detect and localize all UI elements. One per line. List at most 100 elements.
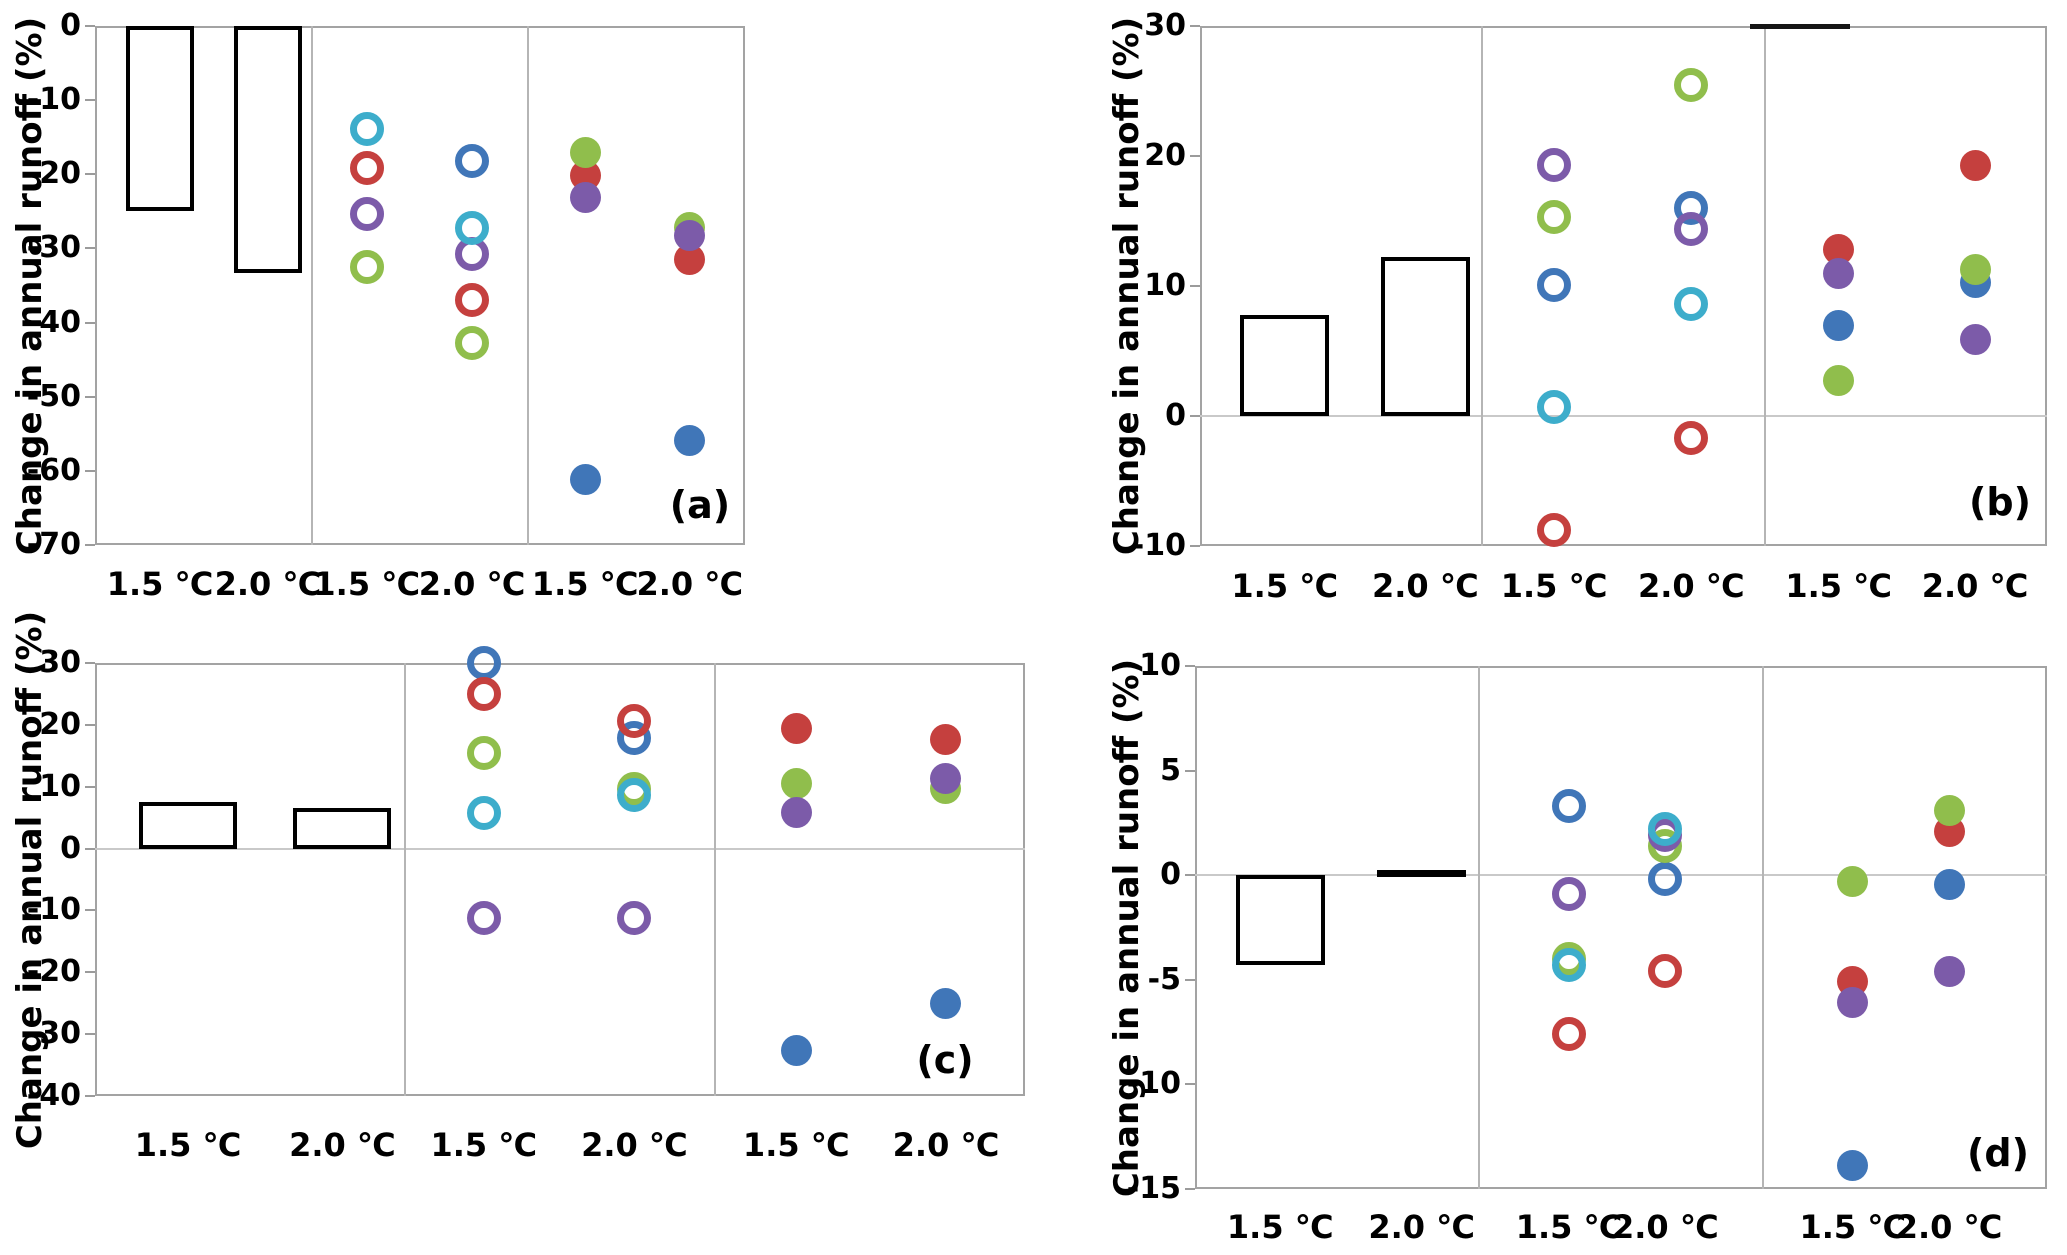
panel-c-bar-2.0 ℃ (293, 808, 392, 849)
panel-a-ytick-mark (85, 321, 95, 324)
panel-c-marker-filled-purple (930, 763, 962, 795)
panel-b-marker-filled-red (1959, 149, 1991, 181)
panel-c-xtick-label: 1.5 ℃ (742, 1126, 850, 1164)
panel-b-marker-filled-purple (1959, 323, 1991, 355)
panel-c-marker-filled-blue (780, 1035, 812, 1067)
panel-a-ytick-mark (85, 99, 95, 102)
panel-c-marker-filled-green (780, 767, 812, 799)
panel-a-ytick-label: -30 (26, 230, 81, 266)
panel-d-y-axis-title: Change in annual runoff (%) (1107, 658, 1147, 1197)
panel-b-marker-open-green (1674, 67, 1709, 102)
panel-a-xtick-label: 2.0 ℃ (214, 565, 322, 603)
panel-a-marker-open-green (349, 249, 384, 284)
panel-a-section-divider (527, 26, 530, 545)
panel-d-ytick-label: -5 (1147, 961, 1181, 997)
panel-c-section-divider (714, 663, 716, 1096)
panel-d-marker-open-cyan (1648, 812, 1683, 847)
panel-b-ytick-mark (1190, 415, 1200, 417)
panel-d-ytick-mark (1185, 1188, 1195, 1190)
panel-a-marker-filled-green (569, 137, 601, 169)
panel-d-marker-open-blue (1648, 862, 1683, 897)
panel-d-zero-gridline (1195, 874, 2047, 877)
panel-d-plot-area (1195, 666, 2047, 1189)
panel-b-marker-open-blue (1537, 267, 1572, 302)
panel-a-plot-area (95, 26, 745, 545)
panel-b-marker-filled-purple (1823, 257, 1855, 289)
panel-c-marker-open-purple (617, 901, 652, 936)
panel-c-section-divider (404, 663, 406, 1096)
panel-a-marker-open-purple (349, 196, 384, 231)
panel-d-marker-open-red (1648, 954, 1683, 989)
panel-c-marker-filled-blue (930, 987, 962, 1019)
panel-c-marker-open-red (617, 704, 652, 739)
panel-c-marker-open-cyan (466, 796, 501, 831)
panel-b-marker-filled-blue (1823, 309, 1855, 341)
panel-c-ytick-mark (85, 723, 95, 726)
panel-c-marker-open-green (466, 736, 501, 771)
panel-b-section-divider (1763, 26, 1766, 546)
panel-d-bar-2.0 ℃ (1377, 870, 1467, 878)
panel-d-xtick-label: 2.0 ℃ (1368, 1208, 1475, 1246)
panel-a-marker-filled-purple (674, 220, 706, 252)
panel-c-ytick-mark (85, 662, 95, 664)
panel-a-section-divider (310, 26, 313, 545)
panel-b-marker-open-purple (1674, 211, 1709, 246)
panel-b-ytick-mark (1190, 155, 1200, 157)
panel-c-xtick-label: 2.0 ℃ (289, 1126, 396, 1164)
panel-a-marker-open-cyan (455, 211, 489, 246)
panel-a-ytick-label: -50 (26, 378, 81, 414)
panel-c-bar-1.5 ℃ (139, 801, 237, 849)
panel-d-ytick-mark (1185, 978, 1195, 981)
panel-a-ytick-mark (85, 544, 95, 546)
panel-a-marker-filled-blue (674, 424, 706, 456)
panel-d-section-divider (1478, 666, 1480, 1189)
panel-d-letter-label: (d) (1967, 1131, 2029, 1175)
panel-c-ytick-label: -10 (26, 892, 81, 928)
panel-b-xtick-label: 1.5 ℃ (1500, 567, 1608, 605)
panel-c-ytick-mark (85, 971, 95, 974)
panel-a-ytick-label: -10 (26, 82, 81, 118)
panel-c-ytick-mark (85, 1095, 95, 1097)
panel-b-ytick-label: 20 (1144, 138, 1186, 173)
panel-d-xtick-label: 1.5 ℃ (1226, 1208, 1334, 1246)
panel-a-y-axis-title: Change in annual runoff (%) (10, 16, 50, 555)
panel-b-ytick-label: 0 (1165, 398, 1186, 433)
panel-c-marker-open-red (466, 676, 501, 711)
panel-b-zero-gridline (1200, 415, 2047, 417)
panel-d-marker-filled-green (1837, 865, 1869, 897)
panel-c-xtick-label: 1.5 ℃ (134, 1126, 242, 1164)
panel-d-marker-filled-blue (1837, 1150, 1869, 1182)
panel-b-xtick-label: 2.0 ℃ (1921, 567, 2029, 605)
panel-c-ytick-mark (85, 1033, 95, 1036)
panel-b-xtick-label: 1.5 ℃ (1231, 567, 1338, 605)
panel-d-ytick-mark (1185, 874, 1195, 877)
panel-c-marker-filled-purple (780, 797, 812, 829)
panel-c-marker-filled-red (780, 713, 812, 745)
panel-b-xtick-label: 2.0 ℃ (1372, 567, 1479, 605)
panel-a-ytick-mark (85, 247, 95, 250)
panel-b-y-axis-title: Change in annual runoff (%) (1107, 16, 1147, 556)
panel-a-ytick-label: -60 (26, 452, 81, 488)
panel-a-marker-open-red (349, 151, 384, 186)
panel-d-xtick-label: 2.0 ℃ (1612, 1208, 1719, 1246)
panel-c-ytick-mark (85, 847, 95, 850)
panel-d-marker-open-blue (1552, 789, 1587, 824)
panel-a-ytick-label: -70 (26, 527, 81, 562)
panel-b-top-border-artifact (1750, 24, 1850, 29)
panel-a-marker-open-green (455, 325, 489, 360)
panel-b-marker-open-cyan (1537, 389, 1572, 424)
panel-a-marker-filled-blue (569, 463, 601, 495)
panel-a-marker-open-blue (455, 143, 489, 178)
panel-b-bar-2.0 ℃ (1380, 257, 1470, 416)
panel-c-zero-gridline (95, 847, 1025, 850)
panel-b-ytick-label: 30 (1144, 8, 1186, 43)
panel-b-xtick-label: 1.5 ℃ (1785, 567, 1892, 605)
panel-a-ytick-mark (85, 25, 95, 27)
panel-a-xtick-label: 2.0 ℃ (418, 565, 526, 603)
panel-c-ytick-label: 10 (39, 768, 81, 804)
panel-b-ytick-label: 10 (1144, 268, 1186, 303)
panel-b-ytick-mark (1190, 285, 1200, 287)
panel-d-ytick-label: 5 (1160, 752, 1181, 788)
panel-d-ytick-mark (1185, 769, 1195, 772)
panel-a-xtick-label: 1.5 ℃ (106, 565, 214, 603)
